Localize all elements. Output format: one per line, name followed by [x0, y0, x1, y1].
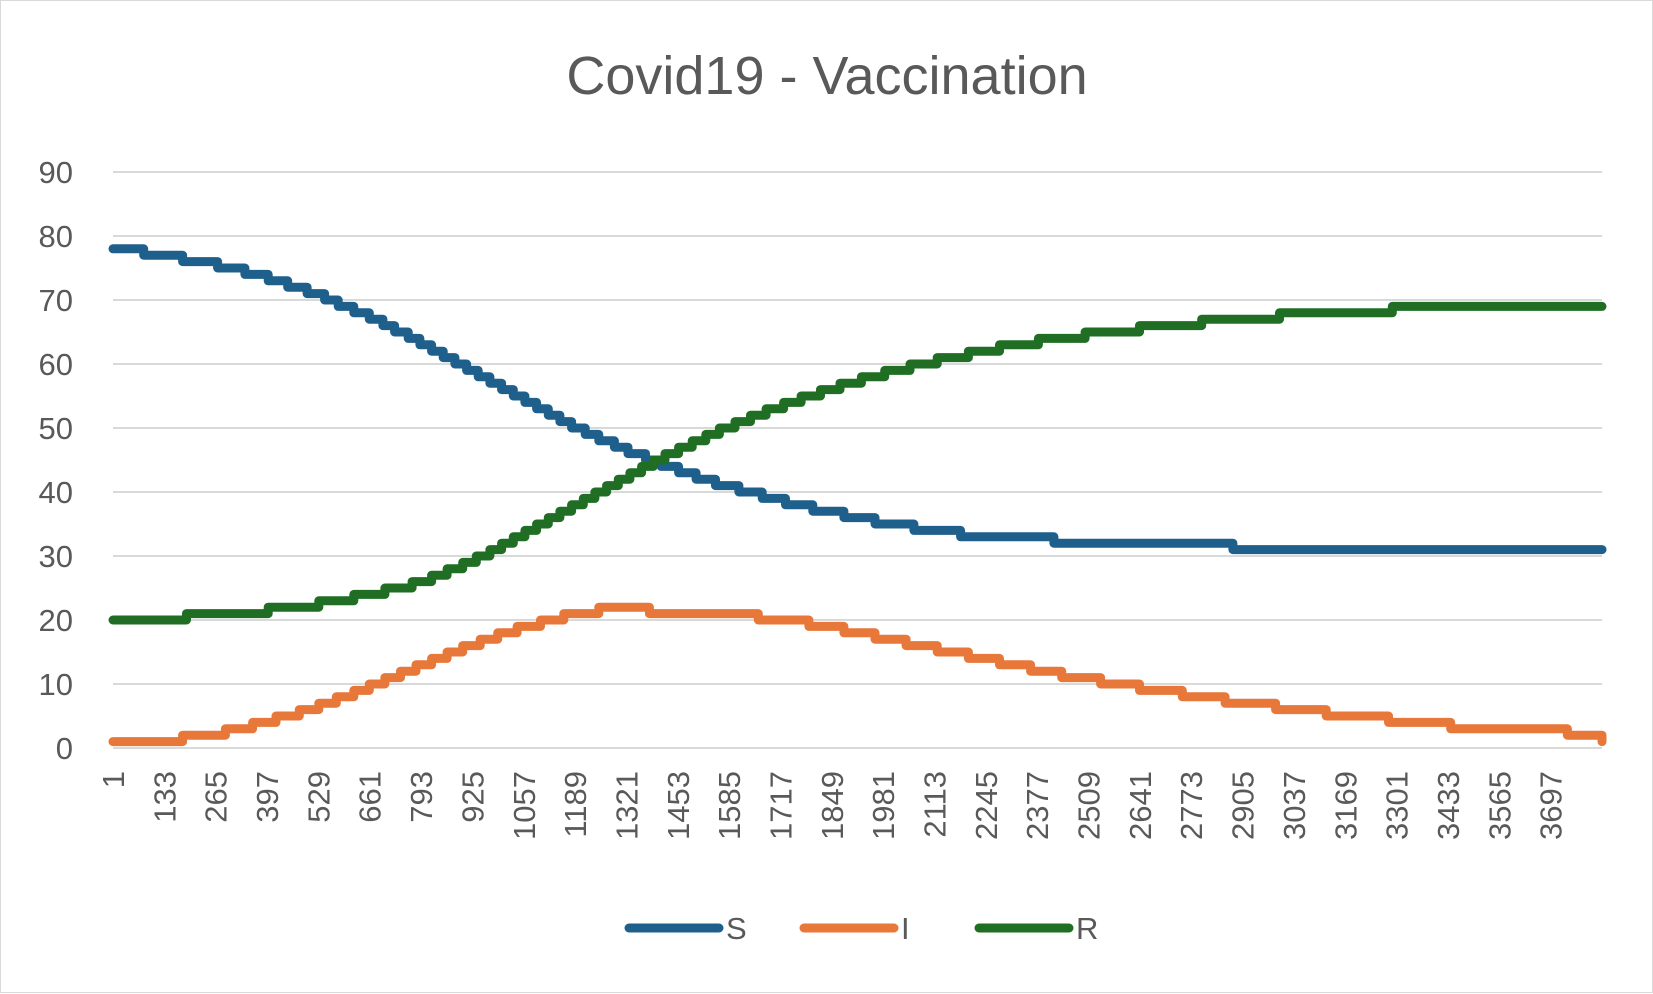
y-tick-label: 20 — [39, 603, 73, 638]
x-tick-label: 793 — [404, 771, 439, 823]
y-tick-label: 60 — [39, 347, 73, 382]
y-tick-label: 90 — [39, 155, 73, 190]
x-tick-label: 1585 — [712, 771, 747, 840]
legend-label-S: S — [726, 911, 747, 946]
x-tick-label: 3301 — [1380, 771, 1415, 840]
x-tick-label: 1057 — [507, 771, 542, 840]
x-tick-label: 2245 — [969, 771, 1004, 840]
x-tick-label: 3433 — [1431, 771, 1466, 840]
y-tick-label: 30 — [39, 539, 73, 574]
x-tick-label: 265 — [199, 771, 234, 823]
y-axis-ticks: 0 10 20 30 40 50 60 70 80 90 — [39, 155, 73, 766]
x-tick-label: 3037 — [1277, 771, 1312, 840]
x-tick-label: 2377 — [1020, 771, 1055, 840]
x-tick-label: 3697 — [1534, 771, 1569, 840]
x-tick-label: 1321 — [609, 771, 644, 840]
y-tick-label: 80 — [39, 219, 73, 254]
y-tick-label: 0 — [56, 731, 73, 766]
x-tick-label: 1717 — [763, 771, 798, 840]
series-line-I — [108, 602, 1607, 747]
x-tick-label: 3565 — [1482, 771, 1517, 840]
y-tick-label: 50 — [39, 411, 73, 446]
x-tick-label: 2113 — [918, 771, 953, 838]
grid-lines — [113, 171, 1602, 749]
x-tick-label: 133 — [147, 771, 182, 823]
x-tick-label: 1 — [96, 771, 131, 788]
x-tick-label: 3169 — [1328, 771, 1363, 840]
y-tick-label: 10 — [39, 667, 73, 702]
x-tick-label: 397 — [250, 771, 285, 823]
y-tick-label: 70 — [39, 283, 73, 318]
x-tick-label: 2773 — [1174, 771, 1209, 840]
x-tick-label: 1981 — [866, 771, 901, 840]
x-tick-label: 529 — [301, 771, 336, 823]
y-tick-label: 40 — [39, 475, 73, 510]
x-tick-label: 925 — [455, 771, 490, 823]
x-tick-label: 1453 — [661, 771, 696, 840]
x-tick-label: 1849 — [815, 771, 850, 840]
chart-title: Covid19 - Vaccination — [566, 46, 1087, 106]
series-line-S — [108, 244, 1607, 555]
x-tick-label: 2905 — [1226, 771, 1261, 840]
legend-label-I: I — [901, 911, 910, 946]
x-tick-label: 2509 — [1072, 771, 1107, 840]
x-tick-label: 661 — [353, 771, 388, 823]
series-lines — [108, 244, 1607, 747]
x-tick-label: 1189 — [558, 771, 593, 838]
x-axis-ticks: 1 133 265 397 529 661 793 925 1057 1189 1321 1453 15… — [96, 771, 1569, 840]
series-line-R — [108, 301, 1607, 625]
x-tick-label: 2641 — [1123, 771, 1158, 840]
legend-label-R: R — [1076, 911, 1098, 946]
